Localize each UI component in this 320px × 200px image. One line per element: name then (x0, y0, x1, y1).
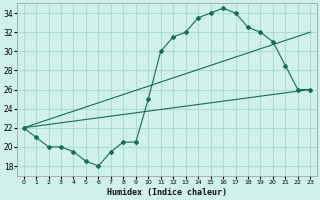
X-axis label: Humidex (Indice chaleur): Humidex (Indice chaleur) (107, 188, 227, 197)
